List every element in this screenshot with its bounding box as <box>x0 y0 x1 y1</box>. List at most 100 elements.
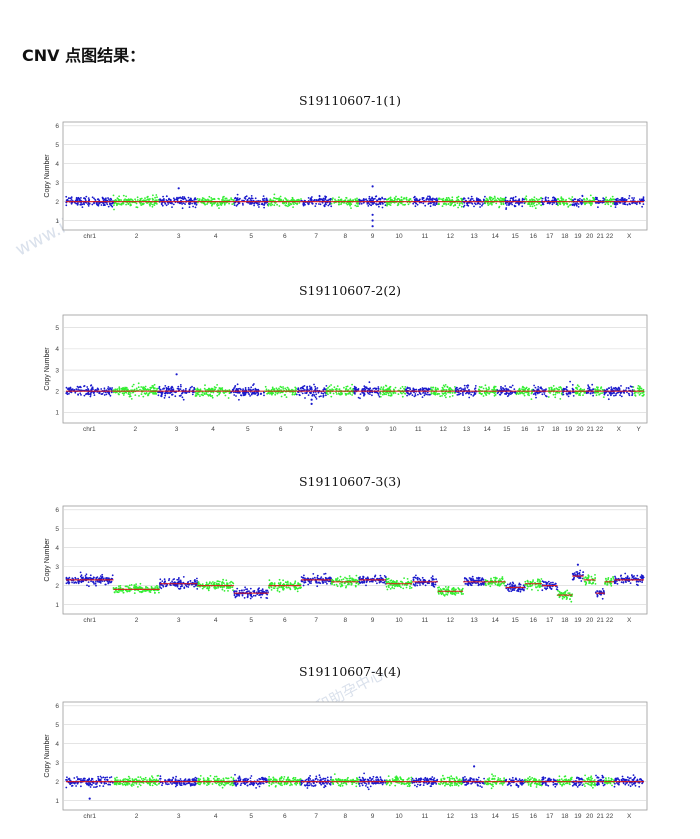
cnv-point <box>156 203 158 205</box>
cnv-point <box>625 199 628 201</box>
cnv-point <box>382 386 385 388</box>
cnv-point <box>89 395 92 398</box>
cnv-point <box>379 203 382 205</box>
cnv-point <box>288 204 291 207</box>
x-tick-label: 5 <box>249 233 253 240</box>
cnv-point <box>182 389 185 391</box>
cnv-point <box>251 596 254 598</box>
cnv-point <box>626 391 628 394</box>
y-axis-label: Copy Number <box>44 538 51 582</box>
cnv-point <box>596 391 599 394</box>
cnv-point <box>84 575 87 577</box>
cnv-outlier-point <box>371 225 374 228</box>
cnv-point <box>504 196 507 199</box>
cnv-point <box>401 392 403 395</box>
cnv-point <box>443 385 446 388</box>
cnv-point <box>150 203 153 205</box>
cnv-point <box>569 204 571 206</box>
cnv-point <box>433 198 436 200</box>
cnv-point <box>305 392 308 394</box>
cnv-point <box>491 198 494 201</box>
cnv-point <box>344 199 347 202</box>
cnv-point <box>352 391 355 394</box>
cnv-point <box>534 386 537 389</box>
cnv-point <box>181 196 184 198</box>
cnv-point <box>565 202 567 205</box>
cnv-point <box>607 203 610 206</box>
cnv-point <box>528 387 530 390</box>
cnv-point <box>628 197 630 200</box>
cnv-point <box>66 393 69 396</box>
cnv-point <box>171 206 173 208</box>
cnv-point <box>500 202 503 204</box>
cnv-point <box>568 197 570 200</box>
cnv-point <box>196 577 198 580</box>
cnv-point <box>122 202 124 205</box>
cnv-point <box>212 581 214 583</box>
cnv-point <box>399 387 402 390</box>
cnv-point <box>160 587 163 590</box>
cnv-point <box>181 197 184 200</box>
cnv-point <box>260 392 262 395</box>
cnv-point <box>347 582 350 584</box>
cnv-point <box>396 204 399 207</box>
cnv-point <box>609 391 611 394</box>
cnv-point <box>156 387 159 390</box>
cnv-point <box>335 391 337 394</box>
x-tick-label: 18 <box>561 233 569 240</box>
cnv-point <box>184 203 187 205</box>
cnv-point <box>337 203 340 206</box>
cnv-point <box>300 580 303 583</box>
cnv-point <box>470 195 473 198</box>
cnv-point <box>634 394 636 396</box>
cnv-point <box>456 196 458 199</box>
cnv-point <box>336 577 339 580</box>
cnv-point <box>233 202 236 204</box>
cnv-point <box>633 197 635 199</box>
cnv-point <box>280 395 283 398</box>
cnv-point <box>234 596 237 599</box>
cnv-point <box>365 580 368 582</box>
cnv-point <box>620 197 623 199</box>
cnv-point <box>329 576 331 579</box>
cnv-point <box>182 202 185 204</box>
cnv-point <box>437 202 440 205</box>
cnv-point <box>257 588 259 591</box>
cnv-point <box>540 204 543 207</box>
cnv-point <box>450 204 452 206</box>
cnv-point <box>170 201 173 204</box>
cnv-point <box>211 204 213 207</box>
cnv-point <box>559 398 562 400</box>
cnv-point <box>146 196 149 199</box>
cnv-point <box>209 394 211 397</box>
cnv-point <box>330 205 333 208</box>
cnv-point <box>153 589 156 592</box>
cnv-point <box>294 580 297 583</box>
cnv-point <box>176 199 179 201</box>
cnv-point <box>171 580 174 583</box>
cnv-point <box>502 203 505 206</box>
cnv-point <box>179 196 182 199</box>
cnv-point <box>463 384 466 387</box>
cnv-point <box>127 586 130 588</box>
cnv-point <box>331 198 334 201</box>
cnv-point <box>165 199 168 201</box>
cnv-point <box>144 392 147 395</box>
cnv-point <box>635 203 638 206</box>
cnv-point <box>278 387 280 390</box>
cnv-point <box>474 392 476 395</box>
cnv-point <box>417 393 419 396</box>
cnv-point <box>93 197 95 200</box>
cnv-point <box>482 395 485 397</box>
cnv-point <box>112 587 115 589</box>
cnv-point <box>349 204 351 207</box>
cnv-point <box>588 388 591 391</box>
cnv-point <box>158 591 160 594</box>
cnv-point <box>424 204 427 207</box>
cnv-point <box>152 198 155 201</box>
cnv-point <box>116 202 119 205</box>
cnv-point <box>194 206 197 209</box>
cnv-point <box>210 388 213 391</box>
cnv-point <box>357 396 360 399</box>
cnv-point <box>512 196 515 199</box>
